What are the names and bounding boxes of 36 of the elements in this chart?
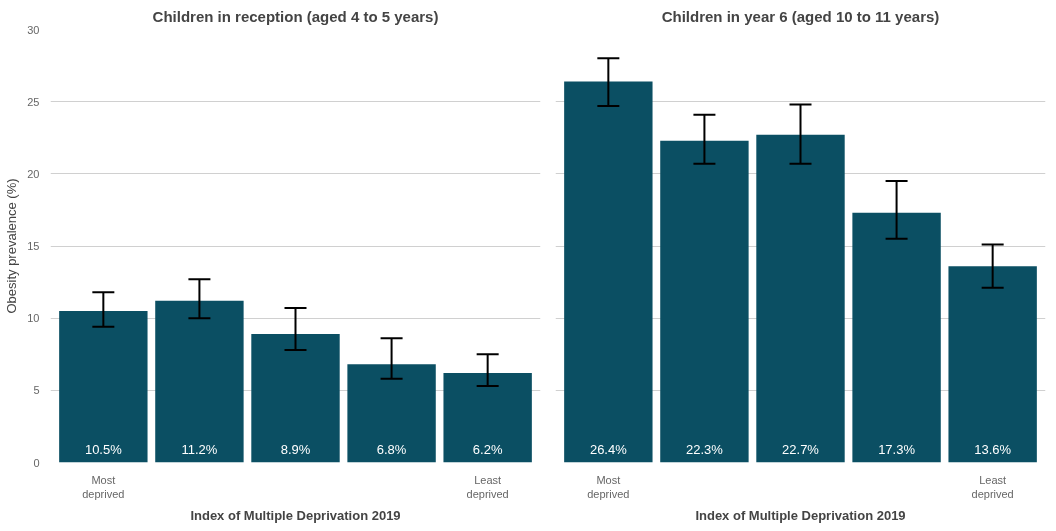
- x-axis-title: Index of Multiple Deprivation 2019: [695, 507, 906, 523]
- y-tick-label: 30: [27, 23, 40, 36]
- y-tick-label: 5: [33, 384, 40, 397]
- data-label: 6.8%: [376, 442, 407, 458]
- bar: [852, 212, 941, 463]
- y-tick-label: 0: [33, 456, 40, 469]
- data-label: 22.7%: [782, 442, 820, 458]
- y-tick-label: 20: [27, 167, 40, 180]
- data-label: 6.2%: [472, 442, 503, 458]
- bar: [443, 373, 532, 463]
- bar: [347, 364, 436, 463]
- data-label: 17.3%: [878, 442, 916, 458]
- bar: [59, 310, 148, 463]
- x-tick-label: Most deprived: [587, 473, 630, 500]
- y-tick-label: 25: [27, 95, 40, 108]
- bar: [251, 334, 340, 463]
- data-label: 22.3%: [685, 442, 724, 458]
- x-tick-label: Least deprived: [466, 473, 509, 500]
- x-tick-label: Least deprived: [971, 473, 1014, 500]
- bar: [564, 81, 653, 463]
- data-label: 26.4%: [589, 442, 628, 458]
- data-label: 10.5%: [84, 442, 123, 458]
- bar: [948, 266, 1037, 463]
- y-axis-title: Obesity prevalence (%): [4, 178, 20, 314]
- data-label: 11.2%: [181, 442, 218, 458]
- data-label: 13.6%: [974, 442, 1012, 458]
- x-tick-label: Most deprived: [82, 473, 125, 500]
- bar: [660, 140, 749, 463]
- y-tick-label: 15: [27, 240, 40, 252]
- x-axis-title: Index of Multiple Deprivation 2019: [190, 507, 401, 523]
- y-tick-label: 10: [27, 312, 40, 325]
- chart-title: Children in year 6 (aged 10 to 11 years): [661, 7, 940, 25]
- bar: [155, 300, 244, 463]
- data-label: 8.9%: [280, 442, 311, 458]
- chart-title: Children in reception (aged 4 to 5 years): [152, 7, 439, 25]
- bar: [756, 134, 845, 463]
